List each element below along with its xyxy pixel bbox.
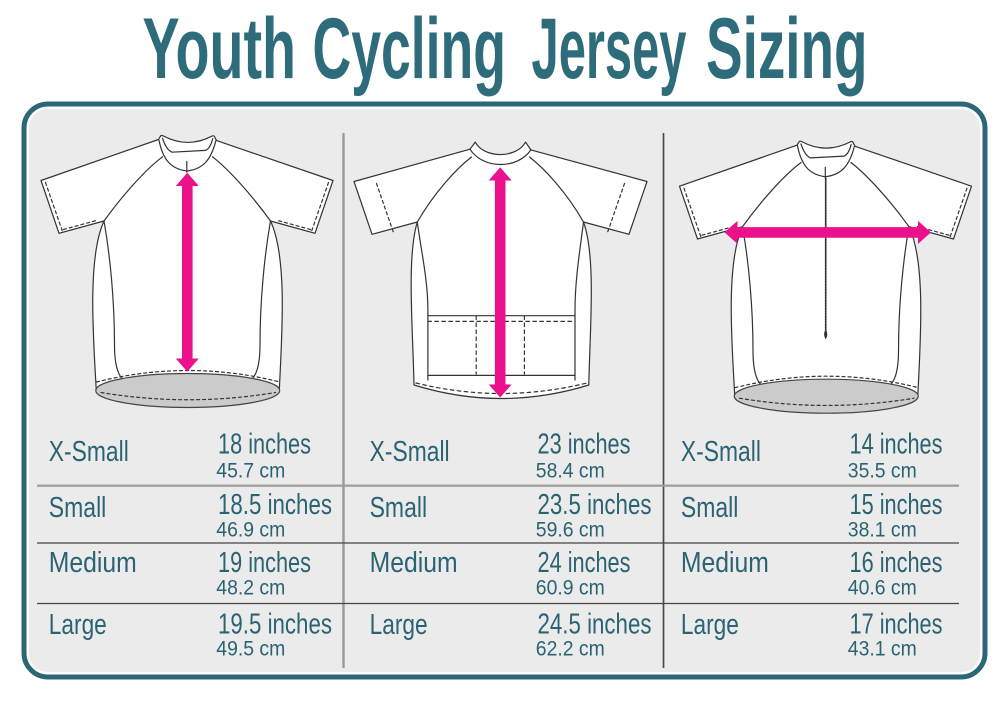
- svg-text:Cycling: Cycling: [313, 1, 507, 97]
- svg-text:23 inches: 23 inches: [538, 429, 631, 461]
- svg-text:Large: Large: [49, 609, 107, 641]
- svg-text:46.9 cm: 46.9 cm: [216, 517, 285, 541]
- svg-text:Medium: Medium: [49, 547, 137, 579]
- svg-text:Medium: Medium: [370, 547, 458, 579]
- svg-text:Jersey: Jersey: [532, 1, 687, 97]
- svg-text:24 inches: 24 inches: [538, 547, 631, 579]
- svg-text:38.1 cm: 38.1 cm: [848, 517, 917, 541]
- svg-text:Sizing: Sizing: [706, 1, 868, 97]
- svg-text:Small: Small: [49, 492, 107, 524]
- svg-text:Small: Small: [370, 492, 428, 524]
- svg-text:48.2 cm: 48.2 cm: [216, 575, 285, 599]
- svg-text:17 inches: 17 inches: [850, 608, 943, 640]
- svg-text:18.5 inches: 18.5 inches: [218, 489, 332, 521]
- svg-text:19.5 inches: 19.5 inches: [218, 608, 332, 640]
- svg-text:16 inches: 16 inches: [850, 547, 943, 579]
- svg-text:59.6 cm: 59.6 cm: [536, 517, 605, 541]
- svg-text:60.9 cm: 60.9 cm: [536, 575, 605, 599]
- svg-text:45.7 cm: 45.7 cm: [216, 459, 285, 483]
- svg-text:Youth: Youth: [143, 1, 297, 97]
- svg-text:15 inches: 15 inches: [850, 489, 943, 521]
- svg-text:Medium: Medium: [681, 547, 769, 579]
- svg-text:X-Small: X-Small: [681, 436, 761, 468]
- svg-text:62.2 cm: 62.2 cm: [536, 637, 605, 661]
- svg-text:43.1 cm: 43.1 cm: [848, 637, 917, 661]
- svg-text:X-Small: X-Small: [49, 436, 129, 468]
- svg-text:58.4 cm: 58.4 cm: [536, 459, 605, 483]
- svg-text:Small: Small: [681, 492, 739, 524]
- svg-text:23.5 inches: 23.5 inches: [538, 489, 652, 521]
- svg-text:14 inches: 14 inches: [850, 429, 943, 461]
- svg-text:19 inches: 19 inches: [218, 547, 311, 579]
- svg-text:40.6 cm: 40.6 cm: [848, 575, 917, 599]
- svg-text:Large: Large: [681, 609, 739, 641]
- svg-text:49.5 cm: 49.5 cm: [216, 637, 285, 661]
- svg-text:X-Small: X-Small: [370, 436, 450, 468]
- svg-text:24.5 inches: 24.5 inches: [538, 608, 652, 640]
- svg-text:18 inches: 18 inches: [218, 429, 311, 461]
- svg-text:Large: Large: [370, 609, 428, 641]
- svg-text:35.5 cm: 35.5 cm: [848, 459, 917, 483]
